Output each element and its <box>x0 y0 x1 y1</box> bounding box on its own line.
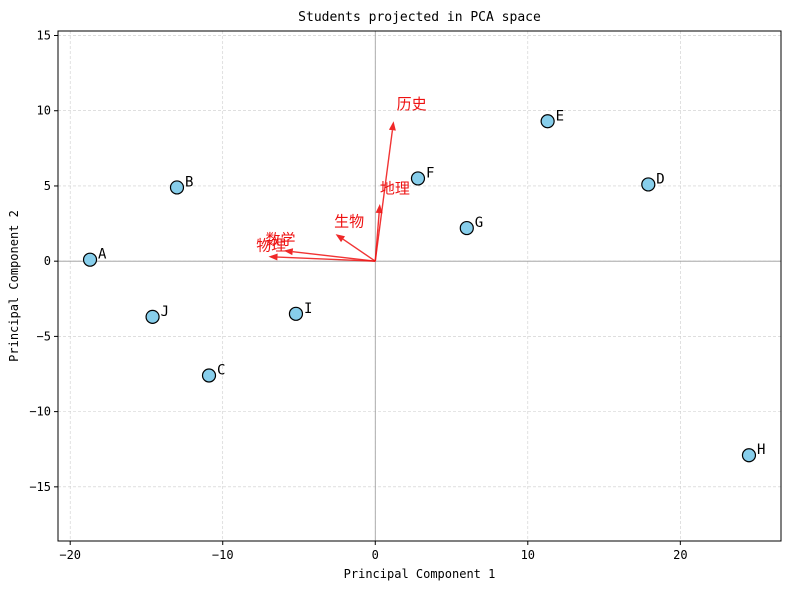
student-point <box>201 368 217 383</box>
student-point <box>145 309 160 324</box>
loading-vector-shaft <box>342 238 376 262</box>
x-tick-label: −20 <box>59 548 81 562</box>
student-point-label: I <box>304 301 312 317</box>
student-point-label: J <box>161 304 169 320</box>
student-point <box>741 448 757 463</box>
y-tick-label: 5 <box>44 179 51 193</box>
chart-title: Students projected in PCA space <box>298 10 541 25</box>
student-point <box>288 306 304 321</box>
axis-ticks: −20 −10 0 10 20 −15 −10 −5 0 5 10 15 <box>29 29 687 562</box>
student-points: A B C D E F G H I J <box>82 108 765 463</box>
loading-vector-shaft <box>277 256 376 262</box>
x-tick-label: 10 <box>521 548 535 562</box>
x-tick-label: 0 <box>372 548 379 562</box>
x-tick-label: −10 <box>212 548 234 562</box>
y-axis-label: Principal Component 2 <box>7 210 21 362</box>
student-point-label: B <box>185 174 193 190</box>
loading-vector-label: 生物 <box>334 213 364 231</box>
loading-vector-head <box>335 234 346 243</box>
student-point-label: H <box>757 442 765 458</box>
loading-vector-label: 地理 <box>380 179 410 197</box>
y-tick-label: −5 <box>37 329 51 343</box>
student-point-label: E <box>556 108 564 124</box>
y-tick-label: 10 <box>37 104 51 118</box>
student-point <box>82 252 98 267</box>
loading-vector-head <box>388 121 396 131</box>
student-point <box>410 171 426 186</box>
student-point-label: F <box>426 165 434 181</box>
loading-vector-label: 数学 <box>265 231 295 249</box>
y-tick-label: 15 <box>37 29 51 43</box>
y-tick-label: −15 <box>29 480 51 494</box>
loading-vector-label: 历史 <box>397 95 427 113</box>
student-point <box>641 177 656 192</box>
loading-vector-shaft <box>292 250 376 262</box>
student-point-label: C <box>217 363 225 379</box>
y-tick-label: −10 <box>29 405 51 419</box>
student-point <box>459 220 474 236</box>
loading-vector-shaft <box>374 130 394 262</box>
student-point <box>169 180 185 195</box>
y-tick-label: 0 <box>44 254 51 268</box>
student-point-label: D <box>656 171 664 187</box>
loading-vector-label: 物理 <box>256 237 286 255</box>
loading-vector-head <box>268 253 278 261</box>
x-axis-label: Principal Component 1 <box>344 567 496 581</box>
x-tick-label: 20 <box>673 548 687 562</box>
loading-vector-shaft <box>374 212 380 262</box>
student-point <box>540 114 555 129</box>
loading-vector-head <box>283 248 294 256</box>
student-point-label: A <box>98 247 107 263</box>
plot-frame <box>57 30 782 542</box>
loading-vector-head <box>375 204 383 214</box>
student-point-label: G <box>475 215 483 231</box>
zero-lines <box>58 31 781 541</box>
